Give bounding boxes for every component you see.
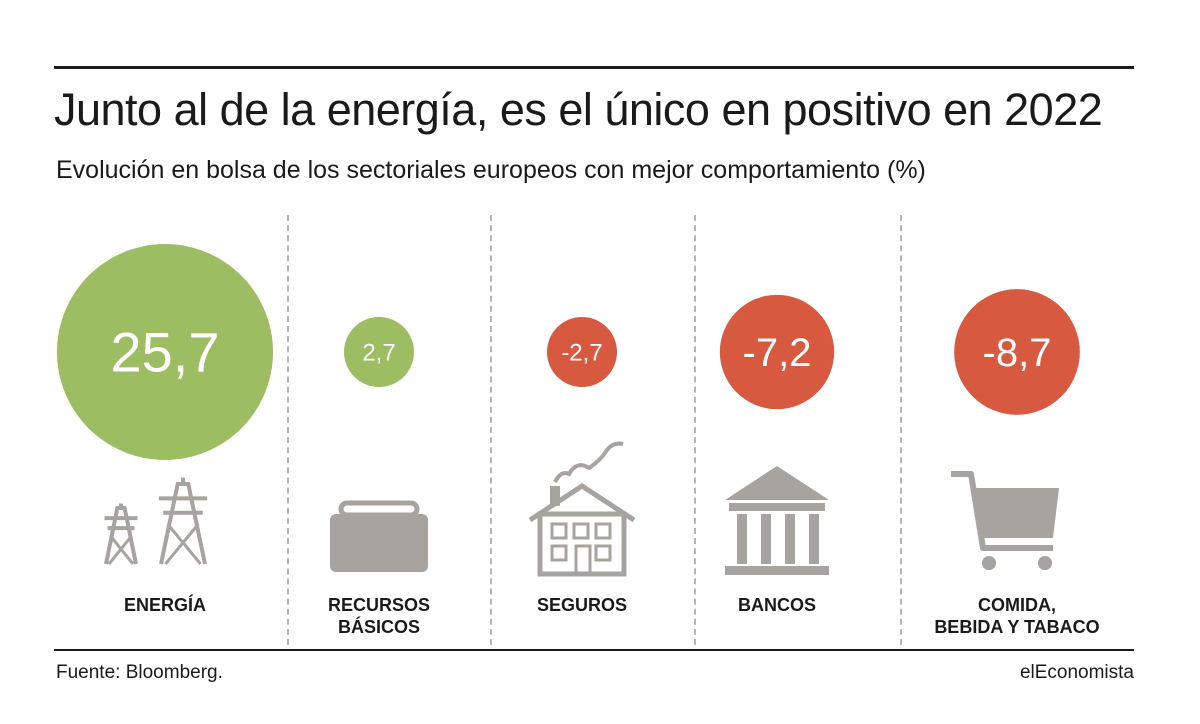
value-label: 25,7: [111, 321, 220, 384]
value-label: 2,7: [362, 339, 395, 366]
category-label: BEBIDA Y TABACO: [934, 617, 1099, 637]
category-label: RECURSOS: [328, 595, 430, 615]
top-rule: [54, 66, 1134, 69]
bubble-2: [546, 316, 618, 388]
bubble-0: [57, 244, 273, 460]
brand-name: elEconomista: [1019, 662, 1134, 683]
chart-subtitle: Evolución en bolsa de los sectoriales eu…: [56, 156, 926, 184]
category-label: COMIDA,: [978, 595, 1056, 615]
bottom-rule: [54, 649, 1134, 651]
column-divider: [490, 215, 492, 645]
category-label: ENERGÍA: [124, 594, 206, 615]
category-label: BÁSICOS: [338, 616, 420, 637]
house-icon: [528, 441, 636, 577]
value-label: -8,7: [983, 331, 1052, 375]
source-note: Fuente: Bloomberg.: [56, 662, 223, 683]
column-divider: [900, 215, 902, 645]
bank-icon: [725, 466, 829, 575]
chart-title: Junto al de la energía, es el único en p…: [54, 84, 1103, 135]
briefcase-icon: [330, 500, 428, 572]
column-divider: [287, 215, 289, 645]
column-divider: [694, 215, 696, 645]
shopping-cart-icon: [951, 471, 1059, 570]
value-label: -7,2: [743, 331, 812, 375]
bubble-1: [343, 316, 415, 388]
power-tower-icon: [104, 477, 208, 565]
bubble-4: [954, 289, 1080, 415]
category-label: BANCOS: [738, 595, 816, 615]
bubble-3: [719, 294, 835, 410]
category-label: SEGUROS: [537, 595, 627, 615]
value-label: -2,7: [561, 339, 602, 366]
